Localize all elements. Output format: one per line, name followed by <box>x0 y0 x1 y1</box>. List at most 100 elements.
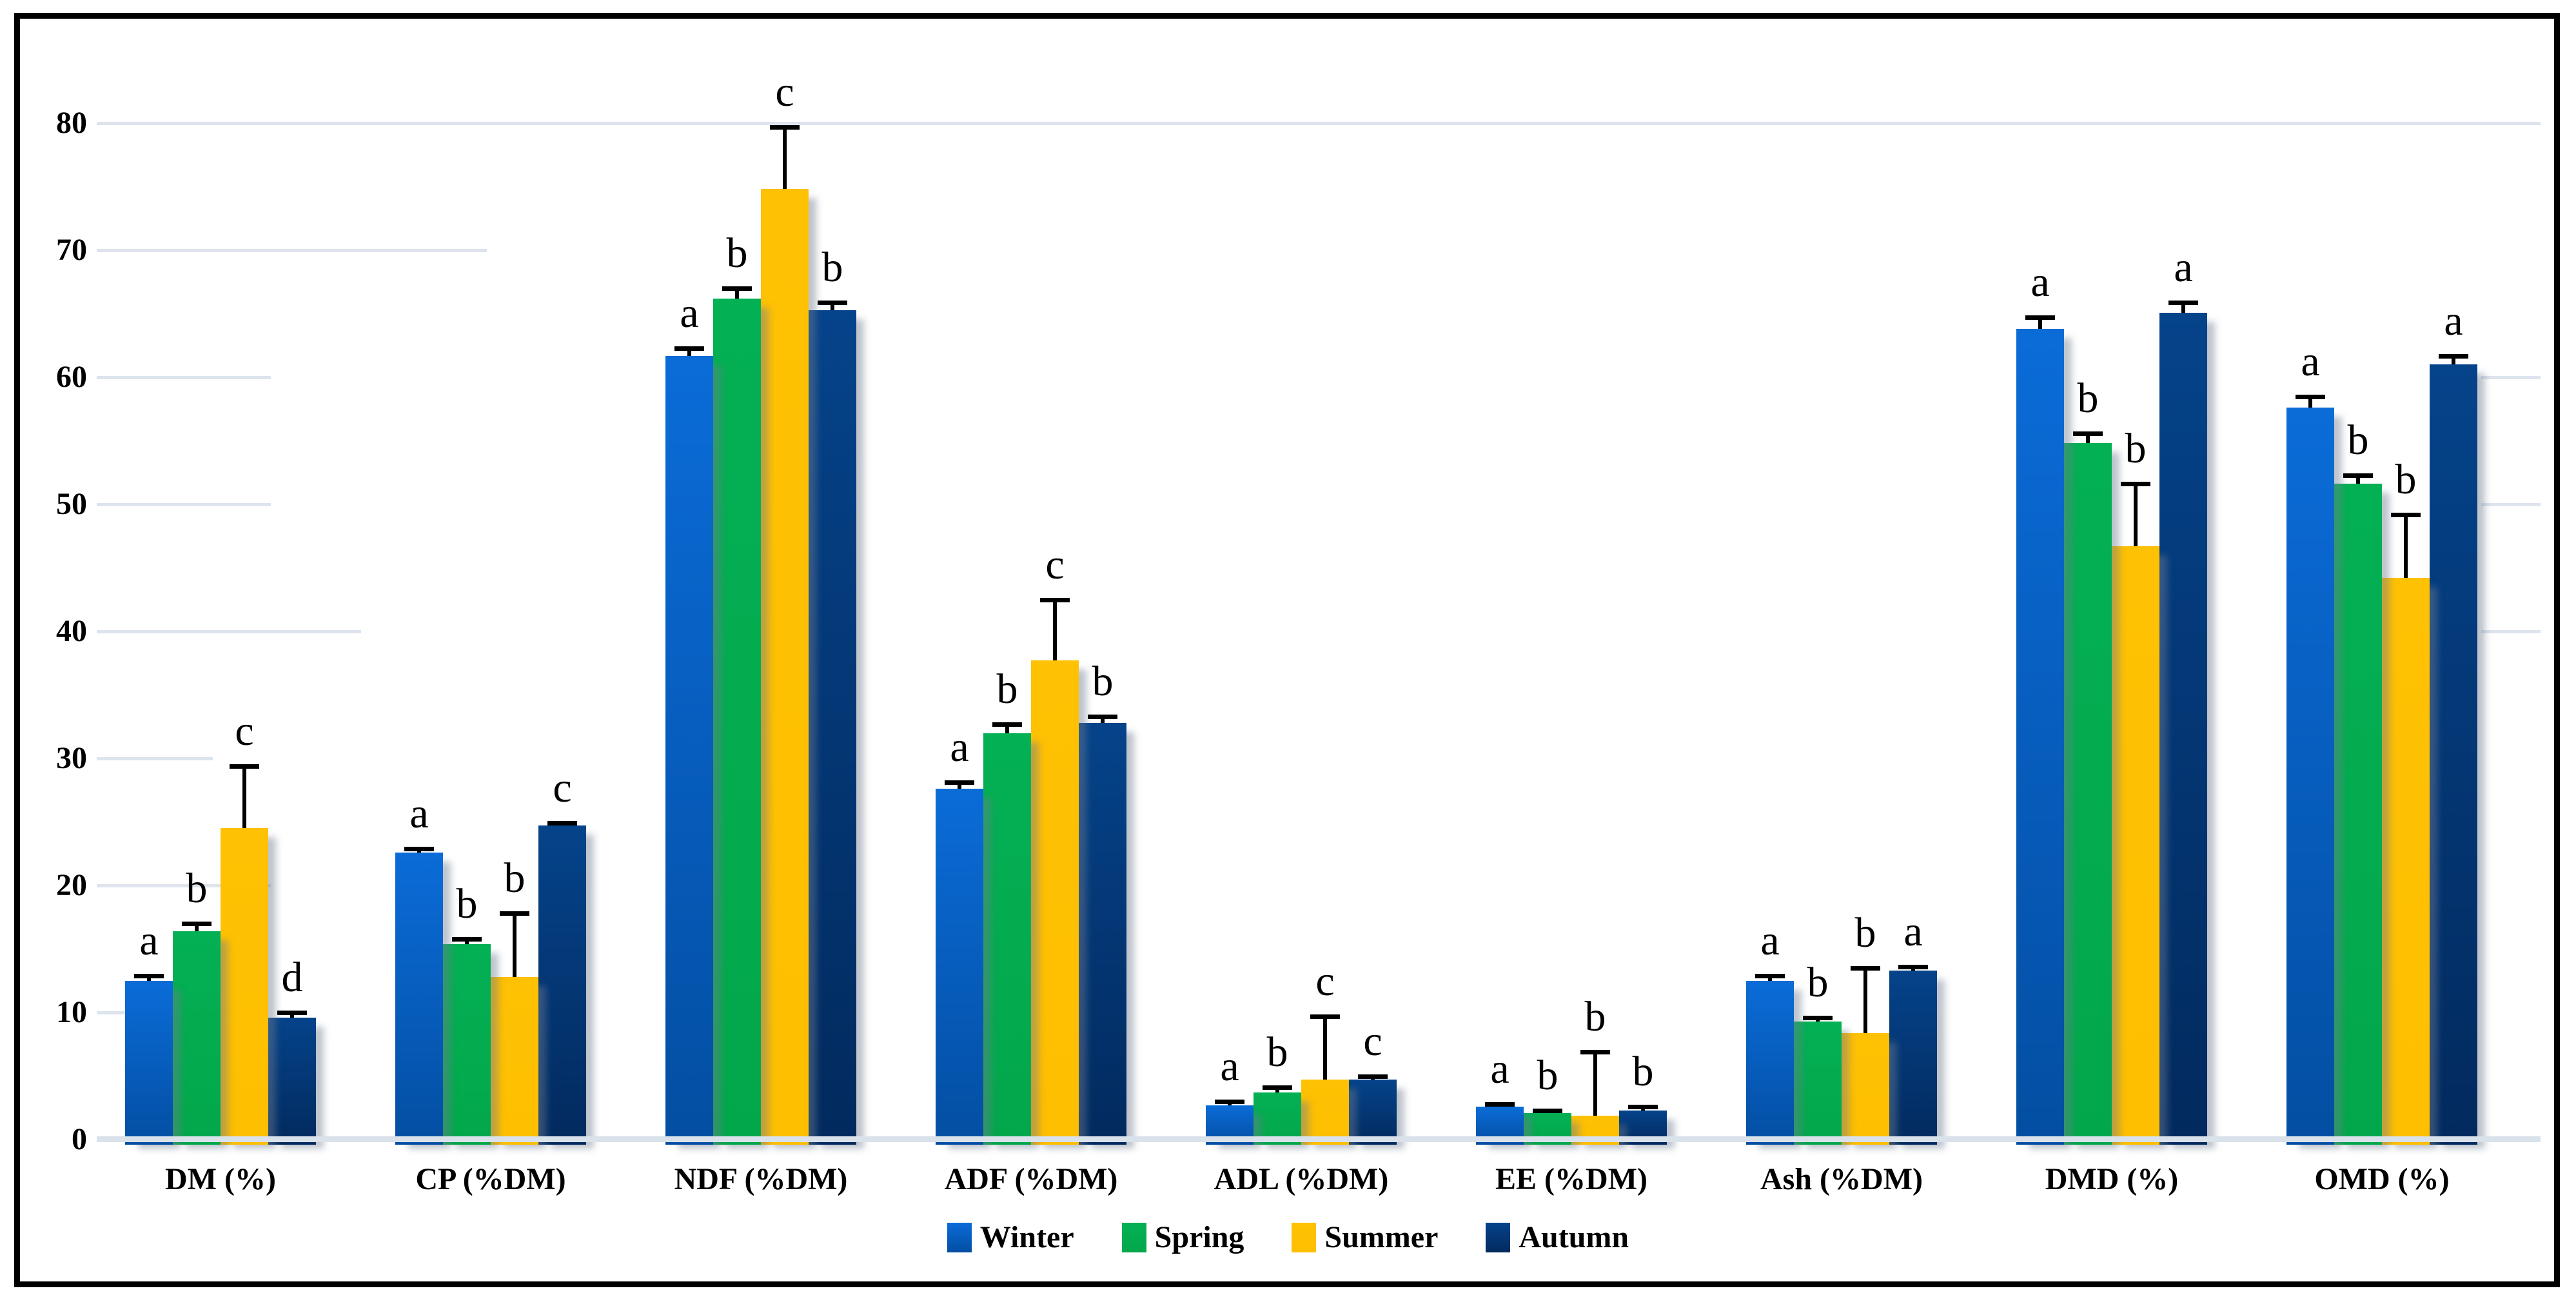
error-bar <box>831 302 834 310</box>
error-bar-cap <box>1533 1108 1562 1113</box>
error-bar <box>2038 317 2042 330</box>
error-bar <box>958 782 961 789</box>
legend-item-summer: Summer <box>1292 1221 1438 1254</box>
error-bar-cap <box>1040 597 1070 602</box>
error-bar <box>2181 302 2185 313</box>
gridline <box>97 630 361 633</box>
bar-summer-cp-dm <box>491 976 538 1145</box>
error-bar <box>1101 716 1105 723</box>
error-bar <box>687 348 691 356</box>
x-axis-category-label: EE (%DM) <box>1495 1162 1647 1196</box>
significance-letter: c <box>1045 540 1065 588</box>
significance-letter: a <box>950 724 969 771</box>
gridline <box>97 884 271 887</box>
significance-letter: b <box>2395 455 2417 503</box>
x-axis-category-label: NDF (%DM) <box>674 1162 848 1196</box>
error-bar-cap <box>1263 1085 1292 1091</box>
y-axis-tick-label: 80 <box>56 106 87 140</box>
bar-winter-adf-dm <box>936 789 983 1145</box>
significance-letter: b <box>726 230 748 277</box>
error-bar-cap <box>1898 965 1928 970</box>
gridline <box>97 249 487 252</box>
significance-letter: b <box>821 243 843 291</box>
legend-swatch-winter <box>947 1223 972 1252</box>
significance-letter: b <box>1092 657 1114 705</box>
error-bar-cap <box>1358 1074 1388 1079</box>
significance-letter: b <box>2077 374 2099 422</box>
significance-letter: a <box>2174 243 2193 291</box>
error-bar <box>2308 396 2312 408</box>
error-bar-cap <box>2073 431 2103 436</box>
gridline <box>2481 376 2541 379</box>
error-bar-cap <box>134 973 164 978</box>
x-axis-category-label: DMD (%) <box>2045 1162 2179 1196</box>
y-axis-tick-label: 60 <box>56 360 87 394</box>
bar-autumn-adl-dm <box>1349 1080 1397 1145</box>
error-bar-cap <box>277 1011 307 1015</box>
legend-label: Summer <box>1324 1220 1439 1254</box>
y-axis-tick-label: 40 <box>56 614 87 648</box>
error-bar <box>1323 1016 1327 1080</box>
bar-spring-ndf-dm <box>713 298 761 1145</box>
legend-item-autumn: Autumn <box>1486 1221 1629 1254</box>
bar-summer-ash-dm <box>1842 1032 1889 1145</box>
significance-letter: b <box>996 665 1018 713</box>
significance-letter: c <box>235 707 254 755</box>
error-bar <box>2356 475 2360 484</box>
significance-letter: a <box>139 916 159 964</box>
x-axis-category-label: CP (%DM) <box>415 1162 566 1196</box>
significance-letter: b <box>1632 1047 1654 1095</box>
error-bar-cap <box>500 911 529 916</box>
bar-winter-ndf-dm <box>665 355 713 1145</box>
significance-letter: b <box>1537 1051 1558 1099</box>
error-bar-cap <box>2025 315 2055 321</box>
significance-letter: a <box>2444 297 2463 344</box>
legend-label: Winter <box>979 1220 1074 1254</box>
significance-letter: c <box>775 68 794 115</box>
error-bar <box>2452 355 2455 365</box>
bar-winter-dm <box>125 980 173 1145</box>
error-bar-cap <box>1803 1015 1833 1020</box>
error-bar-cap <box>674 346 704 351</box>
bar-autumn-dm <box>268 1017 316 1145</box>
error-bar-cap <box>722 286 752 291</box>
significance-letter: b <box>2125 425 2147 473</box>
error-bar <box>2086 433 2090 444</box>
gridline <box>2481 630 2541 633</box>
significance-letter: c <box>1315 957 1335 1005</box>
bar-summer-ndf-dm <box>761 189 809 1145</box>
error-bar-cap <box>1088 714 1117 719</box>
x-axis-category-label: ADL (%DM) <box>1214 1162 1389 1196</box>
significance-letter: a <box>409 789 429 837</box>
error-bar-cap <box>404 846 434 851</box>
legend-item-winter: Winter <box>947 1221 1074 1254</box>
error-bar-cap <box>1310 1014 1340 1019</box>
bar-summer-omd <box>2382 578 2430 1145</box>
significance-letter: a <box>1760 916 1780 964</box>
y-axis-tick-label: 0 <box>72 1122 87 1156</box>
y-axis-tick-label: 10 <box>56 995 87 1029</box>
error-bar <box>1863 968 1867 1033</box>
bar-spring-adf-dm <box>983 733 1031 1145</box>
error-bar-cap <box>2343 473 2373 478</box>
significance-letter: c <box>553 764 572 812</box>
x-axis-category-label: OMD (%) <box>2314 1162 2450 1196</box>
error-bar <box>195 924 199 931</box>
error-bar-cap <box>1215 1099 1244 1104</box>
bar-autumn-ash-dm <box>1889 970 1937 1145</box>
error-bar-cap <box>2121 482 2150 487</box>
error-bar-cap <box>230 764 259 769</box>
bar-spring-omd <box>2334 484 2382 1145</box>
y-axis-tick-label: 20 <box>56 868 87 902</box>
error-bar <box>1053 599 1057 661</box>
bar-summer-dmd <box>2112 546 2159 1145</box>
error-bar <box>783 126 787 190</box>
significance-letter: b <box>1807 958 1829 1006</box>
bar-autumn-cp-dm <box>538 825 586 1145</box>
x-axis-category-label: Ash (%DM) <box>1760 1162 1923 1196</box>
legend-swatch-spring <box>1121 1223 1146 1252</box>
error-bar-cap <box>1851 966 1880 971</box>
x-axis-category-label: DM (%) <box>165 1162 276 1196</box>
bar-summer-adl-dm <box>1301 1080 1349 1145</box>
